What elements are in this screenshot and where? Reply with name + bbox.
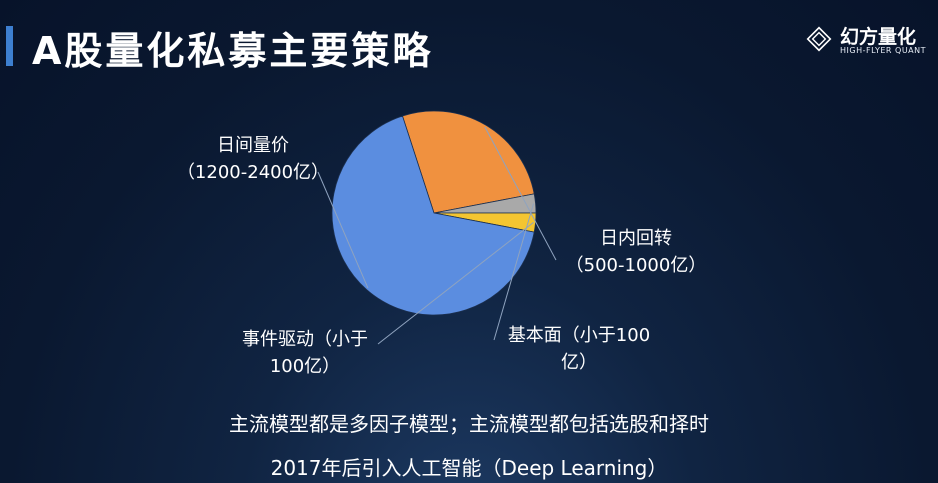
pie-label-event-driven: 事件驱动（小于 100亿） [225, 326, 385, 380]
pie-label-line: 基本面（小于100 [507, 325, 651, 346]
pie-leader-line [377, 222, 534, 345]
pie-label-line: 日内回转 [600, 228, 672, 249]
pie-label-line: （500-1000亿） [565, 255, 707, 276]
diamond-logo-icon [806, 26, 832, 52]
pie-slice-intraday-volume-price [331, 115, 535, 316]
pie-slice-intraday-t0 [401, 110, 535, 214]
page-title: A股量化私募主要策略 [32, 29, 434, 73]
pie-leader-line [484, 126, 557, 261]
pie-leader-line [317, 171, 369, 289]
pie-label-line: 日间量价 [217, 135, 289, 156]
pie-leader-line [493, 203, 534, 341]
pie-label-line: （1200-2400亿） [176, 162, 330, 183]
company-logo: 幻方量化 HIGH-FLYER QUANT [806, 20, 926, 60]
pie-label-fundamental: 基本面（小于100 亿） [494, 322, 664, 376]
pie-label-line: 事件驱动（小于 [242, 329, 368, 350]
caption-line-1: 主流模型都是多因子模型；主流模型都包括选股和择时 [229, 412, 709, 436]
pie-label-intraday-volume-price: 日间量价 （1200-2400亿） [168, 132, 338, 186]
caption-line-2: 2017年后引入人工智能（Deep Learning） [270, 456, 668, 480]
pie-label-line: 100亿） [269, 356, 341, 377]
logo-name-en: HIGH-FLYER QUANT [840, 46, 927, 55]
pie-label-line: 亿） [561, 352, 597, 373]
pie-label-intraday-t0: 日内回转 （500-1000亿） [556, 225, 716, 279]
logo-name-cn: 幻方量化 [840, 26, 917, 48]
title-accent-bar [6, 26, 13, 66]
